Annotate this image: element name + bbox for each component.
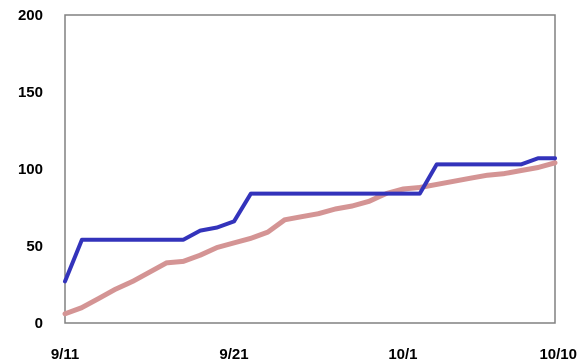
x-axis-tick-labels: 9/11 9/21 10/1 10/10 [51, 346, 577, 363]
y-axis-tick-labels: 0 50 100 150 200 [18, 7, 43, 332]
y-tick-label: 200 [18, 7, 43, 24]
series-line-blue [63, 156, 557, 284]
y-tick-label: 0 [35, 315, 43, 332]
x-tick-label: 10/1 [388, 346, 417, 363]
y-tick-label: 100 [18, 161, 43, 178]
series-layer [62, 156, 558, 317]
x-tick-label: 10/10 [539, 346, 577, 363]
series-line-pink [62, 160, 558, 317]
plot-area-frame [64, 14, 556, 324]
y-tick-label: 50 [26, 238, 43, 255]
x-tick-label: 9/11 [51, 346, 79, 363]
x-tick-label: 9/21 [219, 346, 248, 363]
y-tick-label: 150 [18, 84, 43, 101]
